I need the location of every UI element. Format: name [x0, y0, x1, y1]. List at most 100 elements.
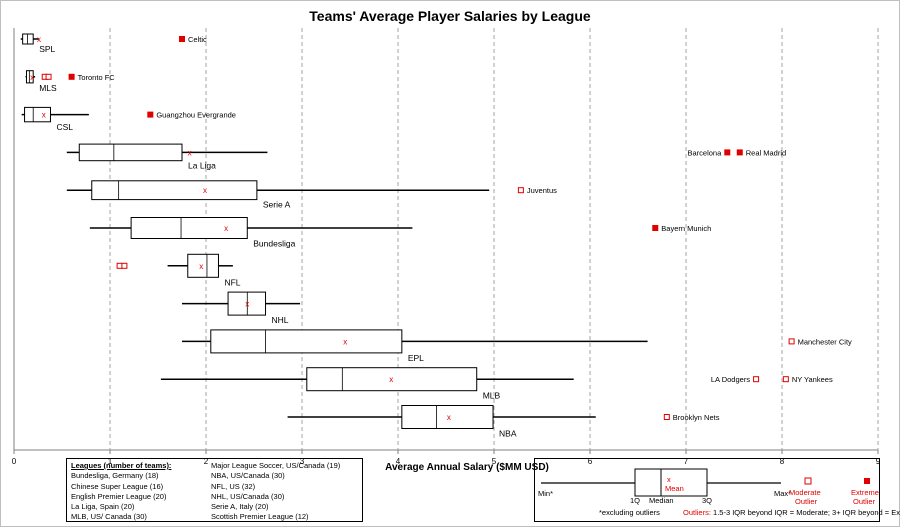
moderate-outlier-marker [517, 187, 524, 194]
key-extreme-label-2: Outlier [853, 497, 876, 506]
outlier-label: Barcelona [687, 148, 722, 157]
iqr-box [78, 143, 183, 162]
iqr-box [187, 253, 219, 278]
outlier-label: Celtic [188, 35, 207, 44]
mean-marker: x [343, 337, 347, 346]
mean-marker: x [30, 73, 34, 82]
league-nhl: x NHL [182, 291, 301, 325]
extreme-outlier-marker [147, 111, 154, 118]
moderate-outlier-marker [116, 262, 123, 269]
legend-column-2: Major League Soccer, US/Canada (19) NBA,… [211, 461, 340, 523]
x-axis-label: Average Annual Salary ($MM USD) [385, 462, 549, 473]
key-mean-marker: x [667, 475, 671, 484]
plot-area: x SPL Celtic x MLS Toronto FC x CSL Guangzhou Ev… [20, 33, 852, 439]
legend-item: NFL, US (32) [211, 481, 256, 491]
league-label: MLS [39, 83, 57, 93]
league-label: Bundesliga [253, 239, 295, 249]
mean-marker: x [199, 262, 203, 271]
league-mlb: x MLB LA Dodgers NY Yankees [160, 367, 833, 401]
iqr-box [22, 33, 34, 45]
extreme-outlier-marker [652, 225, 659, 231]
x-tick-label: 2 [204, 457, 209, 466]
outlier-label: Bayern Munich [661, 224, 711, 233]
league-label: MLB [483, 391, 501, 401]
extreme-outlier-marker [724, 149, 731, 156]
league-label: NFL [224, 277, 240, 287]
x-tick-label: 9 [876, 457, 881, 466]
league-label: La Liga [188, 161, 216, 171]
x-tick-label: 7 [684, 457, 689, 466]
outlier-label: NY Yankees [792, 375, 833, 384]
legend-item: Bundesliga, Germany (18) [71, 471, 159, 481]
league-csl: x CSL Guangzhou Evergrande [21, 106, 236, 132]
legend-heading: Leagues (number of teams): [71, 461, 172, 470]
grid-lines [109, 28, 879, 450]
legend-item: La Liga, Spain (20) [71, 502, 135, 512]
moderate-outlier-marker [45, 73, 52, 80]
legend-item: Serie A, Italy (20) [211, 502, 269, 512]
extreme-outlier-marker [68, 73, 75, 80]
moderate-outlier-marker [753, 376, 760, 383]
key-outliers-word: Outliers: [683, 508, 711, 517]
outlier-label: Juventus [527, 186, 557, 195]
key-extreme-label-1: Extreme [851, 488, 879, 497]
league-nfl: x NFL [116, 253, 241, 287]
extreme-outlier-marker [179, 36, 185, 42]
key-median-label: Median [649, 496, 674, 505]
iqr-box [91, 180, 258, 201]
league-label: SPL [39, 44, 55, 54]
legend-item: NBA, US/Canada (30) [211, 471, 285, 481]
league-label: NBA [499, 429, 517, 439]
legend-item: NHL, US/Canada (30) [211, 491, 285, 501]
x-tick-label: 6 [588, 457, 593, 466]
key-excluding-note: *excluding outliers [599, 508, 660, 517]
outlier-label: Manchester City [798, 337, 852, 346]
league-label: Serie A [263, 200, 291, 210]
boxplot-key: Min* Max* 1Q 3Q Median x Mean Moderate O… [534, 458, 900, 522]
legend-item: English Premier League (20) [71, 491, 167, 501]
outlier-label: Toronto FC [78, 73, 116, 82]
outlier-label: Brooklyn Nets [673, 413, 720, 422]
extreme-outlier-marker [736, 149, 743, 156]
key-max-label: Max* [774, 489, 792, 498]
league-legend: Leagues (number of teams): Bundesliga, G… [66, 458, 363, 522]
x-tick-label: 3 [300, 457, 305, 466]
x-tick-label: 0 [12, 457, 17, 466]
mean-marker: x [447, 413, 451, 422]
x-tick-label: 5 [492, 457, 497, 466]
outlier-label: LA Dodgers [711, 375, 750, 384]
league-bundesliga: x Bundesliga Bayern Munich [89, 217, 711, 249]
key-mean-label: Mean [665, 484, 684, 493]
key-moderate-label-2: Outlier [795, 497, 818, 506]
league-label: NHL [272, 315, 289, 325]
league-epl: x EPL Manchester City [182, 329, 852, 363]
league-label: CSL [56, 122, 73, 132]
legend-item: Major League Soccer, US/Canada (19) [211, 461, 341, 470]
chart-title: Teams' Average Player Salaries by League [309, 8, 591, 24]
moderate-outlier-marker [788, 338, 795, 345]
moderate-outlier-marker [663, 414, 670, 420]
league-mls: x MLS Toronto FC [25, 70, 116, 93]
outlier-label: Guangzhou Evergrande [156, 111, 236, 120]
iqr-box [210, 329, 403, 354]
key-outliers-text: 1.5-3 IQR beyond IQR = Moderate; 3+ IQR … [713, 508, 900, 517]
key-outliers-note: Outliers: 1.5-3 IQR beyond IQR = Moderat… [683, 508, 900, 517]
legend-item: MLB, US/ Canada (30) [71, 512, 147, 522]
key-moderate-label-1: Moderate [789, 488, 821, 497]
key-graphic [541, 468, 870, 497]
league-label: EPL [408, 353, 424, 363]
iqr-box [227, 291, 267, 316]
iqr-box [24, 106, 51, 123]
key-min-label: Min* [538, 489, 554, 498]
iqr-box [25, 70, 34, 84]
mean-marker: x [188, 148, 192, 157]
x-tick-label: 4 [396, 457, 401, 466]
moderate-outlier-marker [782, 376, 789, 383]
league-serie-a: x Serie A Juventus [66, 180, 557, 210]
legend-column-1: Leagues (number of teams): Bundesliga, G… [71, 461, 171, 523]
mean-marker: x [203, 186, 207, 195]
league-nba: x NBA Brooklyn Nets [287, 405, 720, 439]
iqr-box [306, 367, 478, 392]
